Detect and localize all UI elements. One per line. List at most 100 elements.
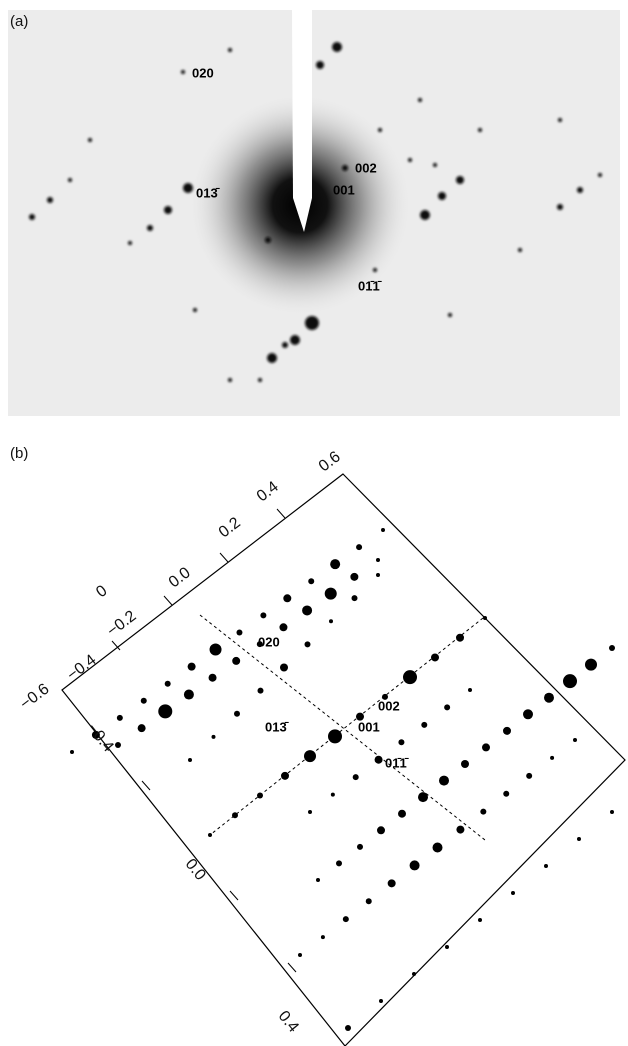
axis-label: −0.6 — [17, 680, 53, 713]
dot — [445, 945, 449, 949]
spot-label: 01̄1̄ — [385, 755, 409, 770]
dot — [188, 758, 192, 762]
dot — [550, 756, 554, 760]
dot — [138, 724, 146, 732]
axis-label: 0.0 — [166, 564, 194, 591]
dot — [418, 792, 428, 802]
dot — [376, 558, 380, 562]
tick-mark — [230, 891, 238, 900]
spot-label: 002 — [355, 160, 377, 175]
spot — [418, 98, 422, 102]
dot — [70, 750, 74, 754]
dot — [184, 690, 194, 700]
dot — [544, 864, 548, 868]
dot — [356, 544, 362, 550]
spot — [305, 316, 319, 330]
tick-mark — [164, 596, 172, 605]
dot — [232, 657, 240, 665]
dot — [526, 773, 532, 779]
tick-mark — [220, 553, 228, 562]
spot — [316, 61, 324, 69]
frame — [62, 474, 625, 1046]
dot — [208, 833, 212, 837]
spot — [228, 378, 232, 382]
beam-stop — [292, 10, 312, 232]
dot — [398, 810, 406, 818]
dot — [279, 623, 287, 631]
spot — [181, 70, 185, 74]
dot — [209, 674, 217, 682]
dot — [478, 918, 482, 922]
spot — [478, 128, 482, 132]
dot — [321, 935, 325, 939]
dot — [366, 898, 372, 904]
dot — [544, 693, 554, 703]
dot — [298, 953, 302, 957]
dot — [188, 663, 196, 671]
spot-label: 001 — [333, 182, 355, 197]
spot — [598, 173, 602, 177]
dot — [210, 644, 222, 656]
dot — [281, 772, 289, 780]
simulated-pattern — [62, 474, 625, 1046]
figure: (a)(b)020002001013̄01̄1̄020002001013̄01̄… — [0, 0, 628, 1046]
axis-label: −0.4 — [64, 651, 100, 684]
spot — [448, 313, 452, 317]
axis-label: 0.0 — [182, 856, 209, 884]
dot — [325, 588, 337, 600]
spot — [265, 237, 271, 243]
dot — [158, 704, 172, 718]
dot — [503, 791, 509, 797]
dot — [377, 826, 385, 834]
dot — [141, 698, 147, 704]
dot — [283, 594, 291, 602]
dot — [503, 727, 511, 735]
dot — [482, 743, 490, 751]
dot — [352, 595, 358, 601]
dot — [456, 826, 464, 834]
spot — [577, 187, 583, 193]
dot — [421, 722, 427, 728]
page: Diffraction pattern figure {"panel_a": {… — [0, 0, 628, 1046]
dot — [375, 756, 383, 764]
dot — [350, 573, 358, 581]
dot — [330, 559, 340, 569]
dot — [483, 616, 487, 620]
dot — [388, 879, 396, 887]
spot-label: 002 — [378, 698, 400, 713]
spot — [47, 197, 53, 203]
dot — [336, 860, 342, 866]
dot — [609, 645, 615, 651]
spot — [290, 335, 300, 345]
body: (a)(b)020002001013̄01̄1̄020002001013̄01̄… — [0, 0, 628, 1046]
dot — [234, 711, 240, 717]
spot-label: 020 — [192, 65, 214, 80]
spot-label: 020 — [258, 634, 280, 649]
dot — [381, 528, 385, 532]
dot — [329, 619, 333, 623]
dot — [523, 709, 533, 719]
panel-label: (a) — [10, 13, 28, 30]
spot — [183, 183, 193, 193]
axis-label: 0.4 — [254, 478, 282, 505]
spot — [29, 214, 35, 220]
spot — [332, 42, 342, 52]
spot — [282, 342, 288, 348]
dashed-axis — [200, 615, 485, 840]
dot — [444, 704, 450, 710]
tick-mark — [277, 509, 285, 518]
spot — [558, 118, 562, 122]
dot — [328, 729, 342, 743]
spot — [88, 138, 92, 142]
dot — [585, 659, 597, 671]
dot — [456, 634, 464, 642]
dot — [376, 573, 380, 577]
spot-label: 013̄ — [265, 719, 289, 734]
dot — [403, 670, 417, 684]
dot — [280, 664, 288, 672]
dot — [577, 837, 581, 841]
dot — [353, 774, 359, 780]
dot — [236, 629, 242, 635]
dot — [431, 653, 439, 661]
dot — [304, 750, 316, 762]
